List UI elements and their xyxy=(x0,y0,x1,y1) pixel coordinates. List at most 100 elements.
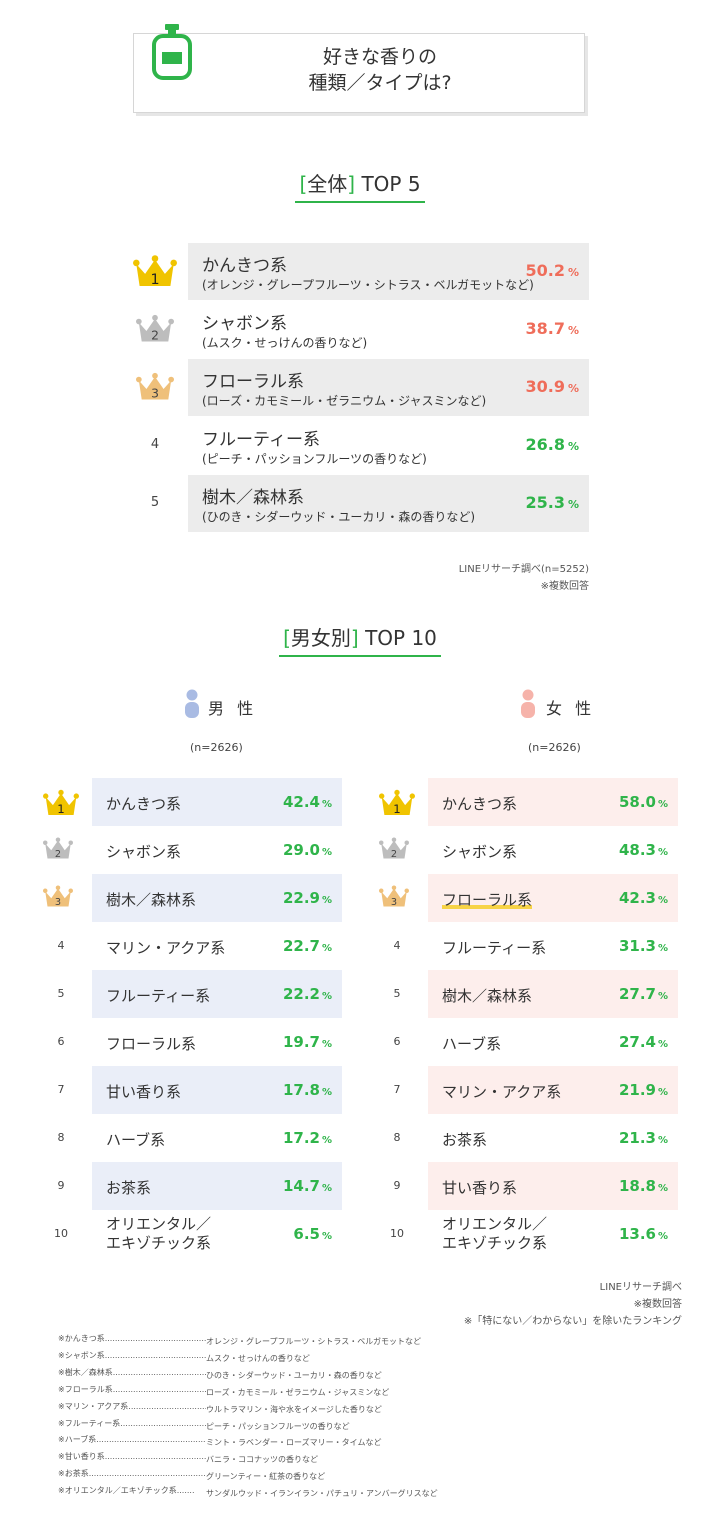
table-row: かんきつ系 58.0% xyxy=(428,778,678,826)
value-label: 21.9% xyxy=(619,1081,668,1099)
table-row: お茶系 21.3% xyxy=(428,1114,678,1162)
value-number: 17.2 xyxy=(282,1129,320,1147)
rank-number: 7 xyxy=(57,1083,65,1096)
category-examples: (ムスク・せっけんの香りなど) xyxy=(202,336,368,350)
value-unit: % xyxy=(657,895,668,906)
value-unit: % xyxy=(321,1135,332,1146)
value-number: 18.8 xyxy=(618,1177,656,1195)
rank-crown: 3 xyxy=(379,884,409,912)
rank-number: 10 xyxy=(54,1227,68,1240)
value-label: 13.6% xyxy=(619,1225,668,1243)
value-number: 22.2 xyxy=(282,985,320,1003)
value-unit: % xyxy=(321,895,332,906)
rank-number: 6 xyxy=(393,1035,401,1048)
gender-multiple-note: ※複数回答 xyxy=(633,1299,682,1310)
gender-exclusion-note: ※「特にない／わからない」を除いたランキング xyxy=(463,1316,682,1327)
value-number: 27.4 xyxy=(618,1033,656,1051)
footnote-desc: オレンジ・グレープフルーツ・シトラス・ベルガモットなど xyxy=(206,1337,421,1346)
category-name: フルーティー系 xyxy=(442,937,546,958)
footnote-desc: グリーンティー・紅茶の香りなど xyxy=(206,1472,326,1482)
rank-number: 8 xyxy=(393,1131,401,1144)
footnote-item: ※かんきつ系..................................… xyxy=(58,1333,421,1347)
value-label: 27.7% xyxy=(619,985,668,1003)
value-unit: % xyxy=(567,266,579,279)
crown-icon: 1 xyxy=(43,789,79,816)
rank-number: 4 xyxy=(150,437,160,452)
category-name: シャボン系 xyxy=(442,841,517,862)
category-name-line: エキゾチック系 xyxy=(106,1234,212,1252)
female-person-icon xyxy=(521,689,535,718)
table-row: 樹木／森林系 (ひのき・シダーウッド・ユーカリ・森の香りなど) 25.3% xyxy=(188,475,589,532)
category-examples: (ローズ・カモミール・ゼラニウム・ジャスミンなど) xyxy=(202,394,487,408)
footnote-item: ※フルーティー系................................… xyxy=(58,1418,350,1432)
category-name-line: フローラル系 xyxy=(442,891,533,909)
footnote-label: ※オリエンタル／エキゾチック系....... xyxy=(58,1486,195,1496)
value-number: 17.8 xyxy=(282,1081,320,1099)
value-label: 17.8% xyxy=(283,1081,332,1099)
footnote-label: ※樹木／森林系.................................… xyxy=(58,1367,206,1377)
category-name-line: フルーティー系 xyxy=(442,939,547,957)
table-row: オリエンタル／ エキゾチック系 13.6% xyxy=(428,1210,678,1258)
rank-number: 5 xyxy=(150,495,160,510)
value-label: 22.9% xyxy=(283,889,332,907)
category-name-line: かんきつ系 xyxy=(106,795,182,813)
overall-source-note: LINEリサーチ調べ(n=5252) xyxy=(458,564,589,575)
category-name: 甘い香り系 xyxy=(442,1177,517,1198)
category-name: ハーブ系 xyxy=(106,1129,165,1150)
value-unit: % xyxy=(567,324,579,337)
value-unit: % xyxy=(657,847,668,858)
value-label: 48.3% xyxy=(619,841,668,859)
category-examples: (ピーチ・パッションフルーツの香りなど) xyxy=(202,452,427,466)
rank-number: 1 xyxy=(393,802,400,816)
category-name: マリン・アクア系 xyxy=(106,937,225,958)
footnote-desc: ウルトラマリン・海や水をイメージした香りなど xyxy=(206,1404,382,1414)
value-number: 38.7 xyxy=(525,319,565,338)
category-name-line: 樹木／森林系 xyxy=(106,891,197,909)
footnote-desc: ミント・ラベンダー・ローズマリー・タイムなど xyxy=(206,1438,382,1448)
rank-number: 3 xyxy=(151,387,159,401)
perfume-bottle-icon xyxy=(152,24,192,80)
table-row: フローラル系 42.3% xyxy=(428,874,678,922)
value-number: 48.3 xyxy=(618,841,656,859)
table-row: フローラル系 (ローズ・カモミール・ゼラニウム・ジャスミンなど) 30.9% xyxy=(188,359,589,416)
category-name: 樹木／森林系 xyxy=(106,889,196,910)
table-row: マリン・アクア系 22.7% xyxy=(92,922,342,970)
value-number: 22.7 xyxy=(282,937,320,955)
footnote-label: ※お茶系....................................… xyxy=(58,1469,206,1479)
value-number: 58.0 xyxy=(618,793,656,811)
value-number: 27.7 xyxy=(618,985,656,1003)
value-number: 30.9 xyxy=(525,377,565,396)
category-name: お茶系 xyxy=(442,1129,487,1150)
value-unit: % xyxy=(321,991,332,1002)
value-number: 31.3 xyxy=(618,937,656,955)
footnote-item: ※マリン・アクア系...............................… xyxy=(58,1401,382,1415)
rank-number: 1 xyxy=(57,802,64,816)
category-name: オリエンタル／ エキゾチック系 xyxy=(442,1215,547,1253)
category-name-line: かんきつ系 xyxy=(442,795,518,813)
category-name-line: フルーティー系 xyxy=(106,987,211,1005)
bracket-open: [ xyxy=(283,626,291,650)
rank-number: 5 xyxy=(393,987,401,1000)
category-name-line: お茶系 xyxy=(106,1179,152,1197)
value-label: 50.2% xyxy=(525,261,579,280)
crown-icon: 3 xyxy=(379,885,409,908)
footnote-desc: バニラ・ココナッツの香りなど xyxy=(206,1455,318,1465)
value-unit: % xyxy=(657,1231,668,1242)
table-row: 樹木／森林系 22.9% xyxy=(92,874,342,922)
value-unit: % xyxy=(567,498,579,511)
value-unit: % xyxy=(321,943,332,954)
heading-rest: TOP 5 xyxy=(361,172,421,196)
category-name-line: フローラル系 xyxy=(106,1035,197,1053)
value-label: 14.7% xyxy=(283,1177,332,1195)
value-unit: % xyxy=(321,799,332,810)
value-label: 42.3% xyxy=(619,889,668,907)
value-number: 22.9 xyxy=(282,889,320,907)
footnote-label: ※フルーティー系................................… xyxy=(58,1418,206,1428)
category-name: フルーティー系 xyxy=(202,430,320,450)
female-sample-size: (n=2626) xyxy=(528,741,581,754)
rank-number: 9 xyxy=(57,1179,65,1192)
value-unit: % xyxy=(657,1135,668,1146)
category-name-line: オリエンタル／ xyxy=(106,1215,212,1233)
category-name-line: お茶系 xyxy=(442,1131,488,1149)
footnote-item: ※お茶系....................................… xyxy=(58,1468,325,1482)
